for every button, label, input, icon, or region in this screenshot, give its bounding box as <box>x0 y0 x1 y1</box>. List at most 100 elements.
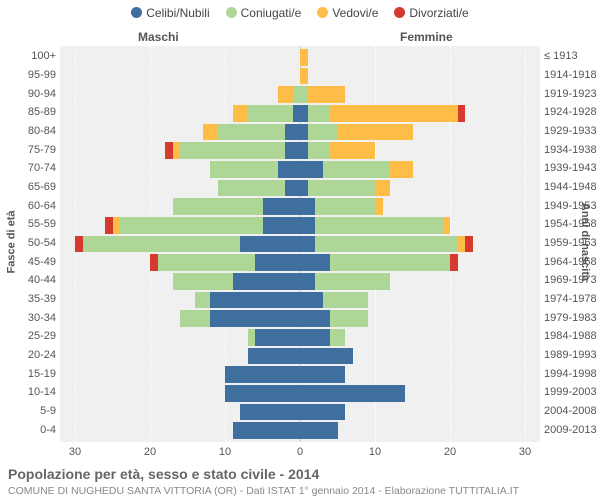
bar-seg <box>285 142 300 159</box>
x-tick: 30 <box>519 446 531 458</box>
bar-seg <box>330 105 458 122</box>
age-label: 75-79 <box>0 144 60 156</box>
bar-seg <box>300 124 308 141</box>
bar-seg <box>323 161 391 178</box>
birth-label: 1959-1963 <box>540 237 600 249</box>
female-bar <box>300 161 413 178</box>
bar-seg <box>248 105 293 122</box>
bar-seg <box>203 124 218 141</box>
birth-label: 2009-2013 <box>540 424 600 436</box>
bar-seg <box>308 105 331 122</box>
male-bar <box>165 142 300 159</box>
male-bar <box>248 329 301 346</box>
bar-seg <box>458 105 466 122</box>
bar-seg <box>255 254 300 271</box>
bar-seg <box>195 292 210 309</box>
x-tick: 20 <box>444 446 456 458</box>
age-row <box>60 160 540 179</box>
bar-seg <box>465 236 473 253</box>
age-label: 95-99 <box>0 69 60 81</box>
birth-label: 1944-1948 <box>540 181 600 193</box>
bar-seg <box>300 198 315 215</box>
bar-seg <box>278 161 301 178</box>
bar-seg <box>315 198 375 215</box>
bar-seg <box>278 86 293 103</box>
bar-seg <box>300 404 345 421</box>
bar-seg <box>240 404 300 421</box>
age-label: 20-24 <box>0 349 60 361</box>
male-bar <box>180 310 300 327</box>
age-label: 0-4 <box>0 424 60 436</box>
birth-label: ≤ 1913 <box>540 50 600 62</box>
birth-label: 1939-1943 <box>540 162 600 174</box>
female-bar <box>300 273 390 290</box>
male-bar <box>248 348 301 365</box>
bar-seg <box>233 273 301 290</box>
birth-label: 1949-1953 <box>540 200 600 212</box>
bar-seg <box>233 422 301 439</box>
age-label: 5-9 <box>0 405 60 417</box>
legend-item: Celibi/Nubili <box>131 6 209 20</box>
bar-seg <box>218 180 286 197</box>
female-bar <box>300 236 473 253</box>
age-label: 50-54 <box>0 237 60 249</box>
bar-seg <box>285 124 300 141</box>
age-row <box>60 48 540 67</box>
bar-seg <box>300 86 308 103</box>
bar-seg <box>180 142 285 159</box>
bar-seg <box>225 385 300 402</box>
age-label: 15-19 <box>0 368 60 380</box>
male-bar <box>195 292 300 309</box>
bar-seg <box>300 366 345 383</box>
bar-seg <box>158 254 256 271</box>
age-label: 45-49 <box>0 256 60 268</box>
bar-seg <box>300 217 315 234</box>
birth-label: 1954-1958 <box>540 218 600 230</box>
male-bar <box>105 217 300 234</box>
age-row <box>60 365 540 384</box>
bar-seg <box>330 310 368 327</box>
age-label: 100+ <box>0 50 60 62</box>
legend-item: Coniugati/e <box>226 6 302 20</box>
birth-label: 1969-1973 <box>540 274 600 286</box>
bar-seg <box>210 161 278 178</box>
bar-seg <box>300 161 323 178</box>
age-label: 30-34 <box>0 312 60 324</box>
female-bar <box>300 142 375 159</box>
age-row <box>60 123 540 142</box>
bar-seg <box>173 198 263 215</box>
bar-seg <box>300 292 323 309</box>
birth-label: 1929-1933 <box>540 125 600 137</box>
legend-swatch <box>317 7 328 18</box>
bar-seg <box>300 49 308 66</box>
x-tick: 20 <box>144 446 156 458</box>
bar-seg <box>300 254 330 271</box>
age-label: 65-69 <box>0 181 60 193</box>
male-bar <box>233 105 301 122</box>
female-bar <box>300 198 383 215</box>
bar-seg <box>308 86 346 103</box>
male-bar <box>225 366 300 383</box>
age-label: 25-29 <box>0 330 60 342</box>
female-bar <box>300 329 345 346</box>
legend-swatch <box>394 7 405 18</box>
male-bar <box>150 254 300 271</box>
birth-label: 1989-1993 <box>540 349 600 361</box>
male-bar <box>225 385 300 402</box>
bar-seg <box>210 292 300 309</box>
bar-seg <box>330 254 450 271</box>
male-bar <box>203 124 301 141</box>
bar-seg <box>300 142 308 159</box>
female-bar <box>300 310 368 327</box>
female-bar <box>300 254 458 271</box>
age-label: 10-14 <box>0 386 60 398</box>
bar-seg <box>315 236 458 253</box>
bar-seg <box>263 217 301 234</box>
age-row <box>60 421 540 440</box>
bar-seg <box>300 310 330 327</box>
bar-seg <box>443 217 451 234</box>
birth-label: 2004-2008 <box>540 405 600 417</box>
bar-seg <box>300 105 308 122</box>
age-label: 80-84 <box>0 125 60 137</box>
bar-seg <box>330 329 345 346</box>
